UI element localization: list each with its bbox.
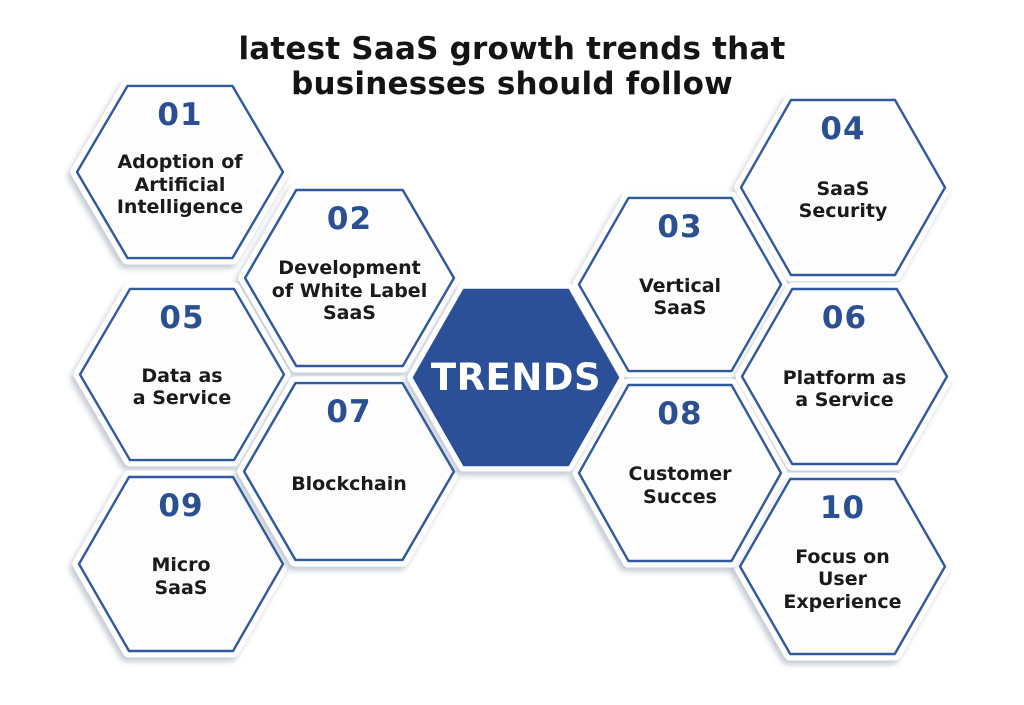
trend-label: Blockchain xyxy=(291,473,407,496)
trend-label: SaaS Security xyxy=(798,177,888,223)
trend-hexagon-04: 04 SaaS Security xyxy=(734,93,952,282)
hexagon-shape xyxy=(572,191,788,378)
trend-number: 06 xyxy=(821,300,868,336)
hexagon-shape xyxy=(407,283,625,472)
trend-hexagon-07: 07 Blockchain xyxy=(237,376,461,567)
trend-label: Data as a Service xyxy=(132,364,232,410)
trend-label: Customer Succes xyxy=(628,463,732,508)
hexagon-shape xyxy=(735,282,954,471)
trend-hexagon-09: 09 Micro SaaS xyxy=(72,470,290,658)
trend-hexagon-03: 03 Vertical SaaS xyxy=(572,191,788,378)
hexagon-shape xyxy=(572,378,788,568)
trend-number: 02 xyxy=(326,201,373,237)
trend-hexagon-06: 06 Platform as a Service xyxy=(735,282,954,471)
trend-label: Adoption of Artificial Intelligence xyxy=(116,151,244,219)
hexagon-shape xyxy=(734,93,952,282)
hexagon-shape xyxy=(73,282,291,467)
trend-hexagon-05: 05 Data as a Service xyxy=(73,282,291,467)
trend-number: 10 xyxy=(819,490,866,526)
trend-label: Micro SaaS xyxy=(151,554,211,599)
trend-hexagon-08: 08 Customer Succes xyxy=(572,378,788,568)
trend-number: 08 xyxy=(657,396,703,432)
trend-number: 09 xyxy=(158,488,204,524)
trend-hexagon-01: 01 Adoption of Artificial Intelligence xyxy=(70,79,290,265)
trend-hexagon-02: 02 Development of White Label SaaS xyxy=(238,183,461,373)
trend-number: 03 xyxy=(657,209,703,245)
trend-number: 07 xyxy=(326,394,372,430)
hexagon-shape xyxy=(72,470,290,658)
hexagon-shape xyxy=(70,79,290,265)
center-trends-hexagon: TRENDS xyxy=(407,283,625,472)
trend-hexagon-10: 10 Focus on User Experience xyxy=(733,472,952,661)
hexagon-shape xyxy=(237,376,461,567)
trend-number: 04 xyxy=(820,111,866,147)
trend-label: Focus on User Experience xyxy=(783,545,902,613)
infographic-title: latest SaaS growth trends that businesse… xyxy=(238,31,786,102)
center-label: TRENDS xyxy=(430,356,602,399)
trend-number: 01 xyxy=(157,97,203,133)
hexagon-shape xyxy=(733,472,952,661)
trend-number: 05 xyxy=(159,300,205,336)
hexagon-shape xyxy=(238,183,461,373)
trend-label: Vertical SaaS xyxy=(638,274,722,320)
trend-label: Development of White Label SaaS xyxy=(271,257,428,325)
trend-label: Platform as a Service xyxy=(782,366,907,412)
